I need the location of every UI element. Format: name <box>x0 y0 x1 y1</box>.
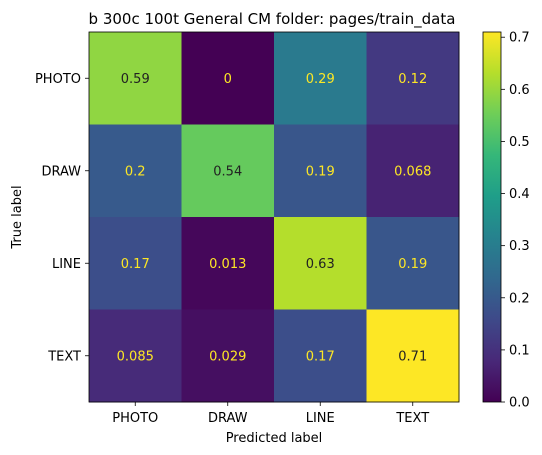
colorbar-tick-label: 0.0 <box>509 396 530 411</box>
cell-value-label: 0.29 <box>306 72 335 87</box>
y-tick-label: LINE <box>52 257 81 272</box>
heatmap-cell <box>274 124 367 218</box>
cell-value-label: 0.63 <box>306 257 335 272</box>
plot-frame <box>88 31 460 403</box>
heatmap-cells: 0.59 0 0.29 0.12 0.2 0.54 0.19 0.068 0.17 0.013 0.… <box>89 32 460 403</box>
y-axis-ticks: PHOTO DRAW LINE TEXT <box>35 72 89 364</box>
cell-value-label: 0.17 <box>121 257 150 272</box>
heatmap-cell <box>89 124 182 218</box>
heatmap-cell <box>89 309 182 403</box>
x-tick-label: PHOTO <box>112 411 158 426</box>
cell-value-label: 0.19 <box>398 257 427 272</box>
colorbar-ticks: 0.0 0.1 0.2 0.3 0.4 0.5 0.6 0.7 <box>501 31 530 411</box>
heatmap-cell <box>89 217 182 310</box>
cell-value-label: 0.068 <box>394 164 431 179</box>
y-tick-label: PHOTO <box>35 72 81 87</box>
colorbar-tick-label: 0.4 <box>509 187 530 202</box>
cell-value-label: 0.59 <box>121 72 150 87</box>
heatmap-cell <box>274 309 367 403</box>
heatmap-cell <box>181 32 275 125</box>
colorbar-tick-label: 0.1 <box>509 343 530 358</box>
x-axis-label: Predicted label <box>226 431 323 446</box>
y-axis-label: True label <box>10 185 25 249</box>
x-tick-label: LINE <box>306 411 335 426</box>
chart-title: b 300c 100t General CM folder: pages/tra… <box>89 10 456 29</box>
heatmap-cell <box>181 217 275 310</box>
cell-value-label: 0.12 <box>398 72 427 87</box>
cell-value-label: 0.013 <box>209 257 246 272</box>
heatmap-cell <box>181 309 275 403</box>
heatmap-cell <box>181 124 275 218</box>
heatmap-cell <box>366 309 460 403</box>
heatmap-cell <box>274 217 367 310</box>
cell-value-label: 0.54 <box>213 164 242 179</box>
x-tick-label: DRAW <box>208 411 248 426</box>
x-tick-label: TEXT <box>395 411 429 426</box>
heatmap-cell <box>366 124 460 218</box>
colorbar-tick-label: 0.5 <box>509 135 530 150</box>
colorbar <box>482 31 502 403</box>
y-tick-label: DRAW <box>41 164 81 179</box>
cell-value-label: 0.71 <box>398 349 427 364</box>
heatmap-cell <box>366 32 460 125</box>
cell-value-label: 0.029 <box>209 349 246 364</box>
colorbar-tick-label: 0.6 <box>509 83 530 98</box>
cell-value-label: 0.2 <box>125 164 146 179</box>
y-tick-label: TEXT <box>47 349 81 364</box>
cell-value-label: 0.19 <box>306 164 335 179</box>
heatmap-cell <box>366 217 460 310</box>
x-axis-ticks: PHOTO DRAW LINE TEXT <box>112 402 429 426</box>
cell-value-label: 0.085 <box>117 349 154 364</box>
cell-value-label: 0 <box>224 72 232 87</box>
heatmap-cell <box>274 32 367 125</box>
colorbar-tick-label: 0.3 <box>509 239 530 254</box>
cell-value-label: 0.17 <box>306 349 335 364</box>
colorbar-tick-label: 0.2 <box>509 291 530 306</box>
heatmap-cell <box>89 32 182 125</box>
colorbar-tick-label: 0.7 <box>509 31 530 46</box>
